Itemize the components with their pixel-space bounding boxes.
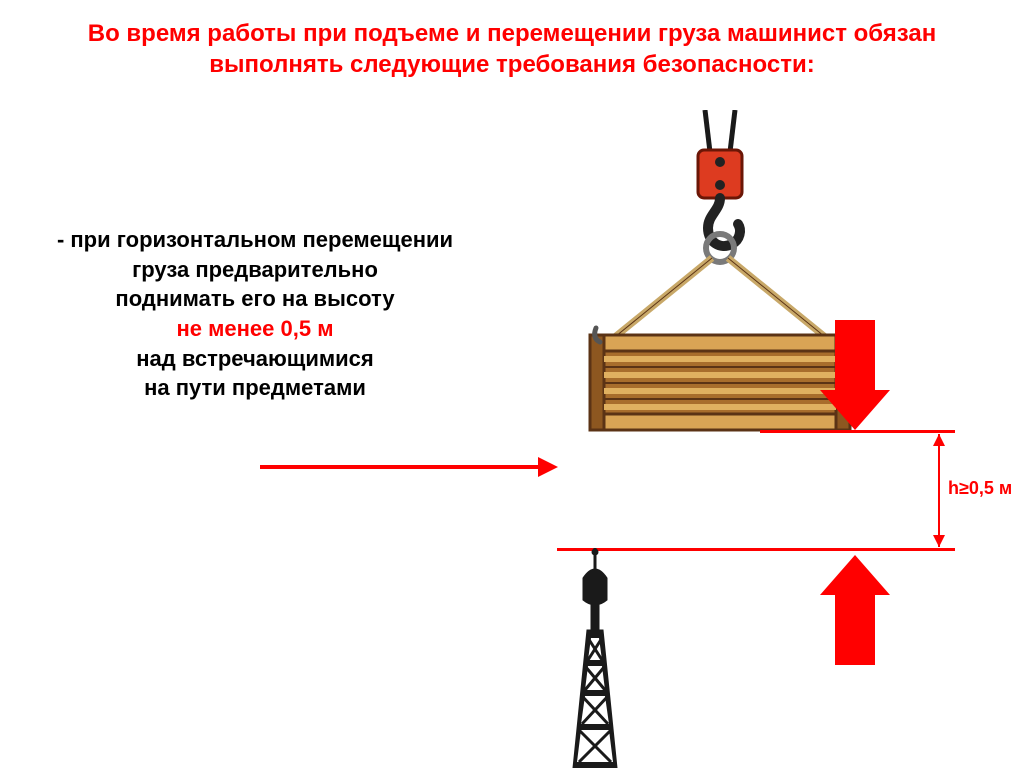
text-line: поднимать его на высоту — [30, 284, 480, 314]
text-line: на пути предметами — [30, 373, 480, 403]
obstacle-tower-icon — [555, 548, 635, 768]
thick-arrow-up-icon — [820, 555, 890, 670]
text-line: груза предварительно — [30, 255, 480, 285]
page-title: Во время работы при подъеме и перемещени… — [0, 0, 1024, 80]
instruction-text: - при горизонтальном перемещении груза п… — [30, 225, 480, 403]
dimension-h-arrow — [938, 434, 940, 547]
thick-arrow-down-icon — [820, 320, 890, 435]
text-line: над встречающимися — [30, 344, 480, 374]
text-line-emphasis: не менее 0,5 м — [30, 314, 480, 344]
dimension-h-label: h≥0,5 м — [948, 478, 1012, 499]
text-line: - при горизонтальном перемещении — [30, 225, 480, 255]
horizontal-move-arrow — [260, 465, 540, 469]
